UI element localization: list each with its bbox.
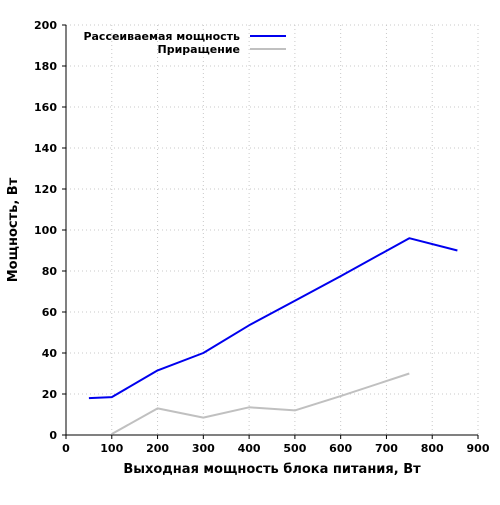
x-axis-label: Выходная мощность блока питания, Вт: [123, 462, 421, 477]
series-line-2: [111, 372, 410, 435]
y-tick-label: 100: [34, 224, 57, 237]
x-tick-label: 800: [421, 442, 444, 455]
y-tick-label: 200: [34, 19, 57, 32]
x-tick-label: 700: [375, 442, 398, 455]
x-tick-label: 600: [329, 442, 352, 455]
x-tick-label: 300: [192, 442, 215, 455]
x-tick-label: 900: [467, 442, 490, 455]
x-tick-label: 400: [238, 442, 261, 455]
grid: [66, 24, 479, 435]
axes: 0 100 200 300 400 500 600 700 800 900 0 20 40 60 80 100…: [34, 19, 490, 455]
series-line-1: [88, 237, 458, 400]
x-tick-label: 200: [146, 442, 169, 455]
y-tick-label: 180: [34, 60, 57, 73]
y-tick-label: 40: [42, 347, 58, 360]
y-axis-label: Мощность, Вт: [6, 177, 21, 282]
y-tick-label: 120: [34, 183, 57, 196]
y-tick-label: 160: [34, 101, 57, 114]
x-tick-label: 0: [62, 442, 70, 455]
y-tick-label: 140: [34, 142, 57, 155]
y-tick-label: 80: [42, 265, 58, 278]
x-tick-label: 100: [100, 442, 123, 455]
legend-label-2: Приращение: [158, 43, 240, 56]
y-tick-label: 0: [49, 429, 57, 442]
legend-label-1: Рассеиваемая мощность: [83, 30, 240, 43]
y-tick-label: 20: [42, 388, 58, 401]
series-lines: [88, 237, 458, 435]
x-tick-label: 500: [283, 442, 306, 455]
y-tick-label: 60: [42, 306, 58, 319]
